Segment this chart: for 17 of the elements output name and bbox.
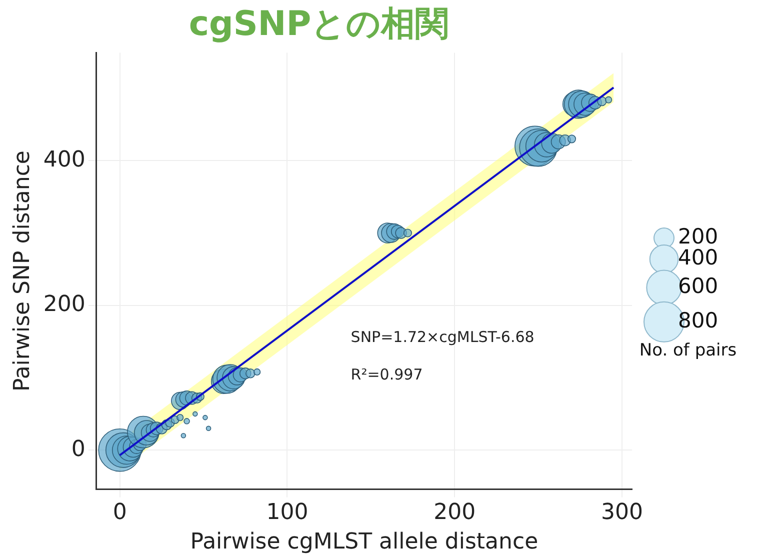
legend-label: 400 xyxy=(678,246,718,270)
legend-title: No. of pairs xyxy=(639,340,737,360)
y-axis-title: Pairwise SNP distance xyxy=(10,150,35,392)
annotation: R²=0.997 xyxy=(350,365,423,384)
legend-label: 800 xyxy=(678,308,718,332)
annotation: SNP=1.72×cgMLST-6.68 xyxy=(350,328,534,346)
x-tick-label: 0 xyxy=(112,500,127,526)
y-tick-label: 400 xyxy=(43,147,86,172)
y-tick-label: 0 xyxy=(71,436,86,462)
y-tick-label: 200 xyxy=(43,292,86,318)
x-tick-label: 100 xyxy=(266,500,308,526)
x-axis-title: Pairwise cgMLST allele distance xyxy=(190,530,538,555)
legend-label: 600 xyxy=(678,274,718,298)
x-tick-label: 300 xyxy=(600,500,643,526)
chart-title: cgSNPとの相関 xyxy=(188,4,450,44)
x-tick-label: 200 xyxy=(434,500,476,526)
legend-label: 200 xyxy=(678,224,718,248)
